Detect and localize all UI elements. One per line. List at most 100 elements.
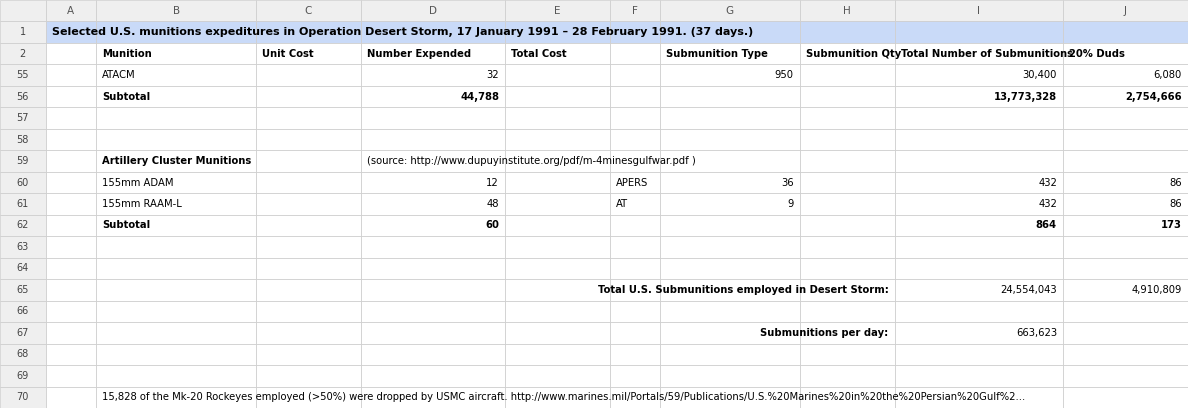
Text: 86: 86: [1169, 199, 1182, 209]
Bar: [661, 344, 800, 365]
Text: 2,754,666: 2,754,666: [1125, 92, 1182, 102]
Bar: [895, 129, 1063, 150]
Bar: [895, 86, 1063, 107]
Bar: [96, 129, 257, 150]
Bar: [609, 386, 661, 408]
Bar: [661, 365, 800, 386]
Bar: [0, 22, 45, 43]
Bar: [0, 129, 45, 150]
Bar: [45, 344, 96, 365]
Bar: [45, 22, 96, 43]
Bar: [800, 86, 895, 107]
Bar: [661, 279, 800, 301]
Bar: [361, 193, 505, 215]
Bar: [895, 215, 1063, 236]
Bar: [0, 64, 45, 86]
Bar: [505, 193, 609, 215]
Bar: [505, 107, 609, 129]
Bar: [661, 279, 800, 301]
Bar: [1063, 279, 1188, 301]
Bar: [257, 236, 361, 258]
Bar: [505, 258, 609, 279]
Bar: [661, 150, 800, 172]
Bar: [1063, 236, 1188, 258]
Bar: [96, 0, 257, 22]
Bar: [609, 344, 661, 365]
Bar: [1063, 64, 1188, 86]
Bar: [609, 64, 661, 86]
Bar: [0, 172, 45, 193]
Bar: [96, 386, 257, 408]
Bar: [257, 193, 361, 215]
Bar: [96, 258, 257, 279]
Bar: [1063, 258, 1188, 279]
Bar: [895, 322, 1063, 344]
Bar: [45, 0, 96, 22]
Bar: [800, 150, 895, 172]
Bar: [895, 279, 1063, 301]
Bar: [505, 129, 609, 150]
Bar: [45, 301, 96, 322]
Bar: [361, 344, 505, 365]
Bar: [800, 215, 895, 236]
Bar: [505, 365, 609, 386]
Bar: [361, 150, 505, 172]
Bar: [661, 215, 800, 236]
Text: 432: 432: [1038, 177, 1057, 188]
Bar: [1063, 193, 1188, 215]
Text: 61: 61: [17, 199, 29, 209]
Bar: [895, 22, 1063, 43]
Bar: [800, 344, 895, 365]
Bar: [96, 258, 257, 279]
Bar: [1063, 150, 1188, 172]
Bar: [609, 236, 661, 258]
Bar: [800, 86, 895, 107]
Bar: [609, 0, 661, 22]
Bar: [505, 344, 609, 365]
Text: Munition: Munition: [102, 49, 152, 59]
Bar: [45, 43, 96, 64]
Bar: [895, 64, 1063, 86]
Bar: [609, 236, 661, 258]
Bar: [609, 322, 661, 344]
Bar: [800, 386, 895, 408]
Text: APERS: APERS: [615, 177, 647, 188]
Bar: [895, 86, 1063, 107]
Text: Submunitions per day:: Submunitions per day:: [760, 328, 889, 338]
Bar: [800, 301, 895, 322]
Text: Subtotal: Subtotal: [102, 92, 151, 102]
Bar: [96, 301, 257, 322]
Bar: [609, 64, 661, 86]
Text: 4,910,809: 4,910,809: [1132, 285, 1182, 295]
Bar: [505, 86, 609, 107]
Bar: [800, 22, 895, 43]
Bar: [895, 129, 1063, 150]
Bar: [609, 150, 661, 172]
Bar: [1063, 43, 1188, 64]
Bar: [800, 258, 895, 279]
Bar: [96, 301, 257, 322]
Text: 9: 9: [788, 199, 794, 209]
Bar: [96, 193, 257, 215]
Bar: [661, 172, 800, 193]
Bar: [1063, 22, 1188, 43]
Bar: [505, 215, 609, 236]
Text: 55: 55: [17, 70, 29, 80]
Bar: [505, 365, 609, 386]
Bar: [505, 193, 609, 215]
Bar: [96, 344, 257, 365]
Text: 663,623: 663,623: [1016, 328, 1057, 338]
Bar: [505, 322, 609, 344]
Bar: [361, 86, 505, 107]
Bar: [800, 22, 895, 43]
Bar: [895, 344, 1063, 365]
Bar: [45, 258, 96, 279]
Bar: [0, 129, 45, 150]
Bar: [609, 258, 661, 279]
Text: 86: 86: [1169, 177, 1182, 188]
Bar: [895, 107, 1063, 129]
Bar: [895, 172, 1063, 193]
Text: G: G: [726, 6, 734, 16]
Bar: [45, 22, 96, 43]
Text: 67: 67: [17, 328, 29, 338]
